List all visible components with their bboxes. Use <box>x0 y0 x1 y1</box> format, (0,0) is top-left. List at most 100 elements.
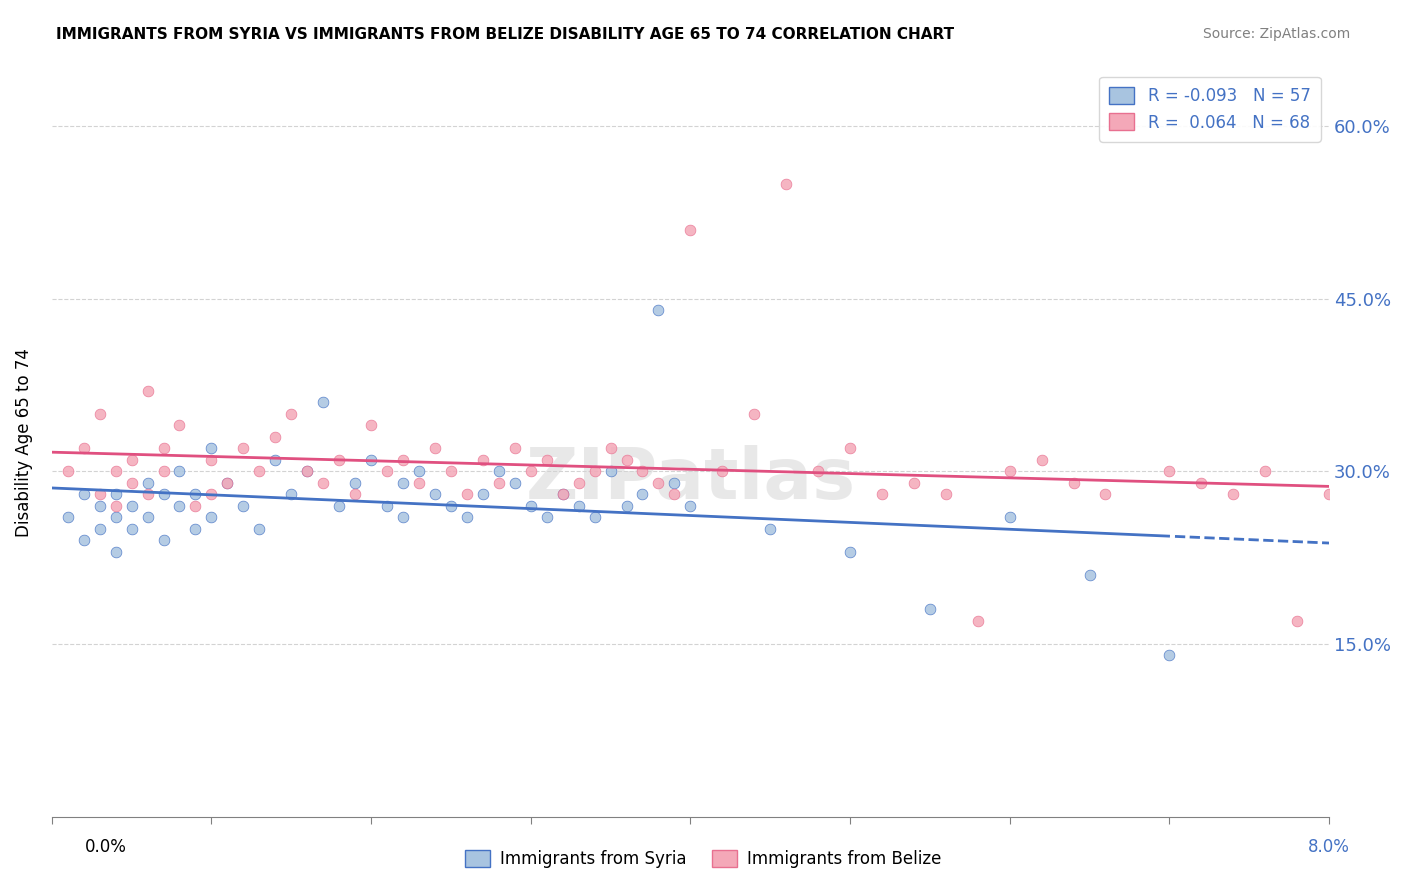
Point <box>89 499 111 513</box>
Point <box>73 442 96 456</box>
Point <box>616 499 638 513</box>
Point <box>295 464 318 478</box>
Point <box>1222 487 1244 501</box>
Point <box>89 407 111 421</box>
Point <box>375 464 398 478</box>
Point <box>136 487 159 501</box>
Point <box>73 487 96 501</box>
Point <box>295 464 318 478</box>
Point <box>217 475 239 490</box>
Point <box>73 533 96 548</box>
Point <box>360 452 382 467</box>
Point <box>217 475 239 490</box>
Point <box>998 464 1021 478</box>
Legend: R = -0.093   N = 57, R =  0.064   N = 68: R = -0.093 N = 57, R = 0.064 N = 68 <box>1099 77 1320 142</box>
Point <box>56 464 79 478</box>
Legend: Immigrants from Syria, Immigrants from Belize: Immigrants from Syria, Immigrants from B… <box>458 843 948 875</box>
Point <box>200 510 222 524</box>
Point <box>935 487 957 501</box>
Point <box>392 475 415 490</box>
Point <box>200 487 222 501</box>
Point <box>1159 464 1181 478</box>
Point <box>711 464 734 478</box>
Point <box>136 510 159 524</box>
Point <box>631 464 654 478</box>
Point <box>328 452 350 467</box>
Point <box>679 499 702 513</box>
Point <box>312 475 335 490</box>
Point <box>264 430 287 444</box>
Point <box>200 442 222 456</box>
Point <box>647 475 669 490</box>
Point <box>121 522 143 536</box>
Point <box>536 510 558 524</box>
Point <box>551 487 574 501</box>
Point <box>583 464 606 478</box>
Text: IMMIGRANTS FROM SYRIA VS IMMIGRANTS FROM BELIZE DISABILITY AGE 65 TO 74 CORRELAT: IMMIGRANTS FROM SYRIA VS IMMIGRANTS FROM… <box>56 27 955 42</box>
Point <box>104 487 127 501</box>
Text: ZIPatlas: ZIPatlas <box>526 445 855 515</box>
Text: 0.0%: 0.0% <box>84 838 127 855</box>
Point <box>375 499 398 513</box>
Point <box>280 487 302 501</box>
Point <box>200 452 222 467</box>
Point <box>184 499 207 513</box>
Point <box>392 452 415 467</box>
Point <box>1189 475 1212 490</box>
Point <box>1078 567 1101 582</box>
Point <box>121 452 143 467</box>
Point <box>312 395 335 409</box>
Point <box>664 475 686 490</box>
Point <box>232 499 254 513</box>
Point <box>519 464 541 478</box>
Point <box>232 442 254 456</box>
Point <box>152 533 174 548</box>
Point <box>423 487 446 501</box>
Point <box>839 442 862 456</box>
Point <box>408 464 430 478</box>
Point <box>536 452 558 467</box>
Point <box>583 510 606 524</box>
Text: Source: ZipAtlas.com: Source: ZipAtlas.com <box>1202 27 1350 41</box>
Point <box>599 442 621 456</box>
Point <box>344 475 367 490</box>
Y-axis label: Disability Age 65 to 74: Disability Age 65 to 74 <box>15 348 32 537</box>
Point <box>679 222 702 236</box>
Point <box>264 452 287 467</box>
Point <box>104 499 127 513</box>
Point <box>456 487 478 501</box>
Point <box>966 614 988 628</box>
Point <box>184 522 207 536</box>
Point <box>807 464 830 478</box>
Point <box>551 487 574 501</box>
Point <box>759 522 782 536</box>
Point <box>1254 464 1277 478</box>
Point <box>775 177 797 191</box>
Point <box>152 442 174 456</box>
Point <box>152 464 174 478</box>
Point <box>328 499 350 513</box>
Point <box>503 475 526 490</box>
Point <box>1063 475 1085 490</box>
Point <box>870 487 893 501</box>
Point <box>488 475 510 490</box>
Point <box>488 464 510 478</box>
Point <box>918 602 941 616</box>
Point <box>247 464 270 478</box>
Point <box>471 452 494 467</box>
Point <box>89 522 111 536</box>
Point <box>998 510 1021 524</box>
Point <box>456 510 478 524</box>
Point <box>169 418 191 433</box>
Point <box>104 510 127 524</box>
Point <box>503 442 526 456</box>
Point <box>280 407 302 421</box>
Point <box>647 303 669 318</box>
Point <box>1094 487 1116 501</box>
Point <box>169 499 191 513</box>
Point <box>839 545 862 559</box>
Point <box>631 487 654 501</box>
Point <box>121 499 143 513</box>
Point <box>423 442 446 456</box>
Point <box>599 464 621 478</box>
